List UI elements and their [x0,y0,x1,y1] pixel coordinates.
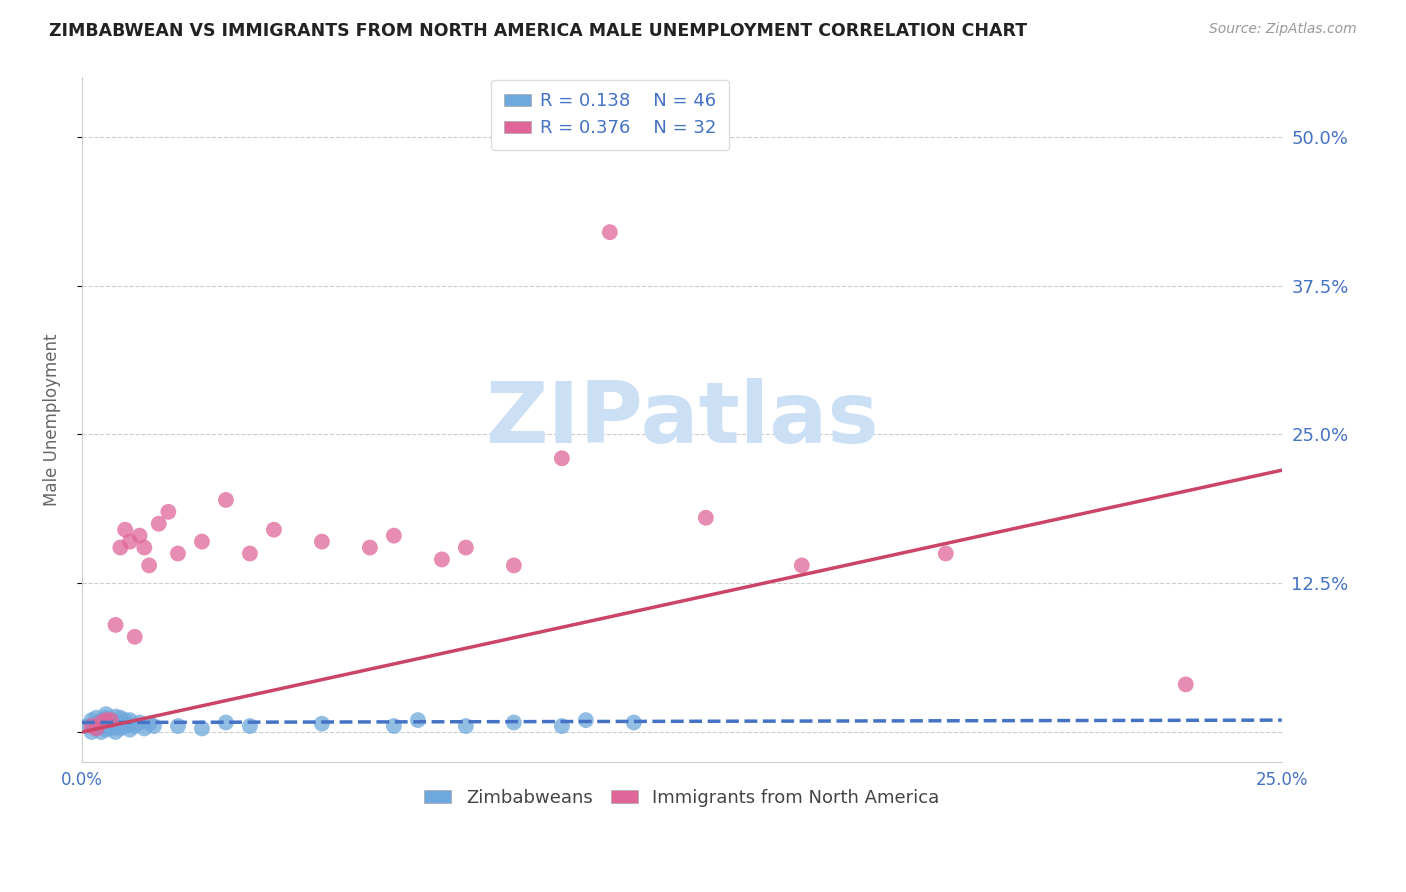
Point [86,722,108,736]
Point [94,719,117,733]
Point [94,707,117,722]
Point [104,709,127,723]
Point [94,711,117,725]
Point [239,547,262,561]
Point [118,718,141,732]
Point [1174,677,1197,691]
Point [406,713,429,727]
Point [86,722,108,736]
Point [100,722,122,736]
Point [454,541,477,555]
Point [215,492,238,507]
Point [118,723,141,737]
Point [80,713,103,727]
Point [575,713,598,727]
Point [191,534,214,549]
Point [148,516,170,531]
Point [142,719,165,733]
Point [382,528,405,542]
Point [104,725,127,739]
Point [124,630,146,644]
Point [502,558,524,573]
Text: ZIMBABWEAN VS IMMIGRANTS FROM NORTH AMERICA MALE UNEMPLOYMENT CORRELATION CHART: ZIMBABWEAN VS IMMIGRANTS FROM NORTH AMER… [49,22,1028,40]
Point [311,716,333,731]
Point [454,719,477,733]
Point [311,534,333,549]
Point [80,719,103,733]
Point [359,541,381,555]
Point [110,716,132,731]
Point [86,716,108,731]
Point [935,547,957,561]
Point [215,715,238,730]
Point [114,713,136,727]
Point [90,719,112,733]
Point [551,719,574,733]
Legend: Zimbabweans, Immigrants from North America: Zimbabweans, Immigrants from North Ameri… [418,782,946,814]
Point [86,711,108,725]
Point [100,716,122,731]
Point [790,558,813,573]
Point [695,510,717,524]
Point [191,722,214,736]
Point [94,715,117,730]
Point [104,618,127,632]
Point [430,552,453,566]
Point [263,523,285,537]
Point [118,534,141,549]
Point [104,720,127,734]
Y-axis label: Male Unemployment: Male Unemployment [44,334,60,506]
Point [239,719,262,733]
Point [128,528,150,542]
Point [138,558,160,573]
Point [80,725,103,739]
Text: ZIPatlas: ZIPatlas [485,378,879,461]
Point [90,713,112,727]
Point [110,722,132,736]
Point [114,719,136,733]
Point [90,715,112,730]
Point [134,541,156,555]
Text: Source: ZipAtlas.com: Source: ZipAtlas.com [1209,22,1357,37]
Point [167,547,190,561]
Point [76,719,98,733]
Point [502,715,524,730]
Point [167,719,190,733]
Point [118,713,141,727]
Point [128,715,150,730]
Point [104,715,127,730]
Point [623,715,645,730]
Point [100,713,122,727]
Point [110,541,132,555]
Point [138,716,160,731]
Point [551,451,574,466]
Point [599,225,621,239]
Point [94,713,117,727]
Point [157,505,180,519]
Point [124,719,146,733]
Point [134,722,156,736]
Point [114,523,136,537]
Point [100,713,122,727]
Point [94,723,117,737]
Point [110,711,132,725]
Point [382,719,405,733]
Point [90,725,112,739]
